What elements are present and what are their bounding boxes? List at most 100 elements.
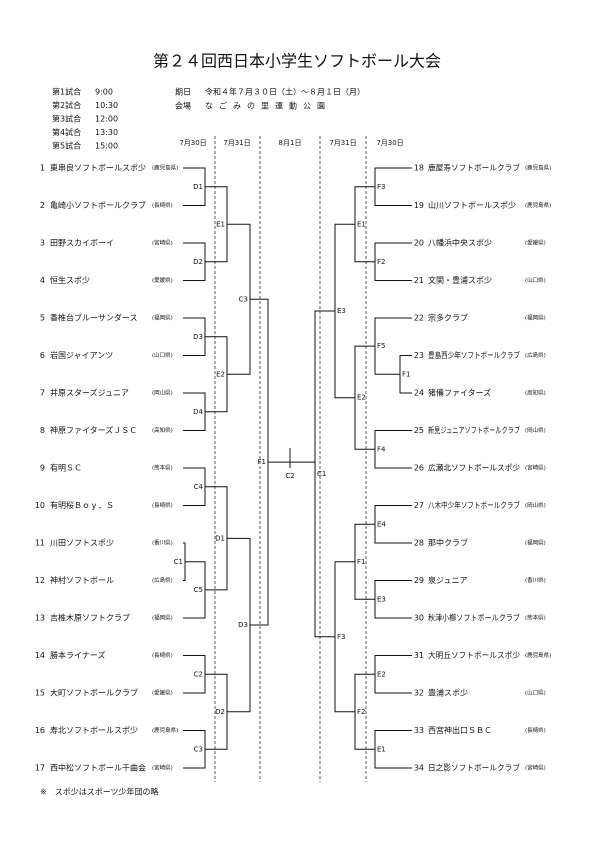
match-label: E1 — [357, 220, 366, 228]
team-name: 豊島西少年ソフトボールクラブ — [428, 350, 520, 360]
team-name: 八幡浜中央スポ少 — [428, 238, 492, 248]
match-label: E1 — [216, 220, 225, 228]
team-pref: (宮崎県) — [152, 239, 173, 247]
bracket-line — [183, 542, 186, 581]
match-label: C3 — [194, 745, 203, 753]
team-pref: (香川県) — [152, 539, 173, 547]
team-pref: (熊本県) — [525, 614, 546, 622]
team-name: 神村ソフトボール — [50, 575, 114, 585]
team-pref: (福岡県) — [525, 539, 546, 547]
team-name: 西宮神出口ＳＢＣ — [428, 725, 492, 735]
team-number: 20 — [414, 239, 424, 248]
match-label: F1 — [258, 458, 266, 466]
team-pref: (鹿児島県) — [152, 164, 178, 172]
match-label: F2 — [377, 258, 385, 266]
team-pref: (福岡県) — [152, 614, 173, 622]
team-pref: (広島県) — [152, 576, 173, 584]
team-name: 有明桜Ｂｏｙ．Ｓ — [50, 500, 114, 510]
team-pref: (山口県) — [152, 351, 173, 359]
team-number: 23 — [414, 351, 424, 360]
bracket-line — [314, 310, 335, 638]
team-number: 8 — [40, 426, 45, 435]
team-number: 19 — [414, 201, 424, 210]
game-time: 9:00 — [95, 88, 113, 97]
team-number: 31 — [414, 651, 424, 660]
final-label: C2 — [285, 472, 294, 480]
team-name: 猪備ファイターズ — [428, 388, 491, 398]
match-label: E3 — [377, 595, 386, 603]
team-name: 八木中少年ソフトボールクラブ — [428, 500, 520, 510]
team-number: 15 — [35, 689, 45, 698]
match-label: E2 — [377, 670, 386, 678]
team-number: 30 — [414, 614, 424, 623]
team-name: 豊浦スポ少 — [428, 688, 468, 698]
team-pref: (福岡県) — [152, 314, 173, 322]
match-label: D2 — [215, 708, 225, 716]
game: 第4試合 — [52, 127, 81, 137]
match-label: D3 — [238, 621, 248, 629]
team-pref: (鹿児島県) — [525, 651, 551, 659]
period-label: 期日 — [175, 88, 191, 97]
team-name: 鹿屋寿ソフトボールクラブ — [428, 163, 520, 173]
team-pref: (山口県) — [525, 689, 546, 697]
bracket-line — [268, 448, 315, 468]
team-number: 9 — [40, 464, 45, 473]
date-header: 7月31日 — [329, 139, 356, 147]
venue: なごみの里運動公園 — [205, 101, 331, 111]
team-number: 12 — [35, 576, 45, 585]
match-label: F5 — [377, 342, 385, 350]
match-label: E1 — [377, 745, 386, 753]
team-name: 那中クラブ — [428, 538, 468, 548]
match-label: F3 — [377, 183, 385, 191]
team-number: 21 — [414, 276, 424, 285]
game-time: 12:00 — [95, 115, 118, 124]
team-number: 10 — [35, 501, 45, 510]
game: 第1試合 — [52, 87, 81, 97]
team-number: 5 — [40, 314, 45, 323]
team-name: 吉椎木原ソフトクラブ — [50, 613, 130, 623]
team-number: 17 — [35, 764, 45, 773]
team-name: 泉ジュニア — [428, 575, 467, 585]
match-label: E2 — [216, 370, 225, 378]
team-number: 11 — [35, 539, 45, 548]
team-pref: (山口県) — [525, 276, 546, 284]
team-name: 神原ファイターズＪＳＣ — [50, 425, 137, 435]
match-label: C2 — [194, 670, 203, 678]
team-pref: (長崎県) — [152, 201, 173, 209]
match-label: E2 — [357, 394, 366, 402]
team-pref: (長崎県) — [525, 726, 546, 734]
title: 第２４回西日本小学生ソフトボール大会 — [153, 52, 441, 71]
team-number: 18 — [414, 164, 424, 173]
team-number: 32 — [414, 689, 424, 698]
team-pref: (福岡県) — [525, 314, 546, 322]
match-label: C5 — [194, 586, 203, 594]
match-label: F1 — [402, 370, 410, 378]
match-label: E4 — [377, 520, 386, 528]
match-label: D2 — [193, 258, 203, 266]
team-name: 香椎台ブルーサンダース — [50, 313, 137, 323]
team-number: 26 — [414, 464, 424, 473]
team-name: 西中松ソフトボール千曲会 — [50, 763, 146, 773]
team-pref: (広島県) — [525, 351, 546, 359]
team-pref: (愛媛県) — [152, 276, 173, 284]
game: 第5試合 — [52, 141, 81, 151]
team-name: 東串良ソフトボールスポ少 — [50, 163, 146, 173]
team-number: 34 — [414, 764, 424, 773]
team-number: 6 — [40, 351, 45, 360]
team-number: 1 — [40, 164, 45, 173]
team-pref: (高知県) — [152, 426, 173, 434]
team-pref: (愛媛県) — [152, 689, 173, 697]
match-label: C1 — [317, 470, 326, 478]
team-name: 寿北ソフトボールスポ少 — [50, 725, 138, 735]
team-number: 27 — [414, 501, 424, 510]
team-name: 大明丘ソフトボールスポ少 — [428, 650, 520, 660]
team-name: 亀崎小ソフトボールクラブ — [50, 200, 146, 210]
team-name: 大町ソフトボールクラブ — [50, 688, 138, 698]
venue-label: 会場 — [175, 101, 191, 111]
team-pref: (高知県) — [525, 389, 546, 397]
team-number: 29 — [414, 576, 424, 585]
game: 第2試合 — [52, 100, 81, 110]
team-pref: (熊本県) — [152, 464, 173, 472]
team-number: 2 — [40, 201, 45, 210]
